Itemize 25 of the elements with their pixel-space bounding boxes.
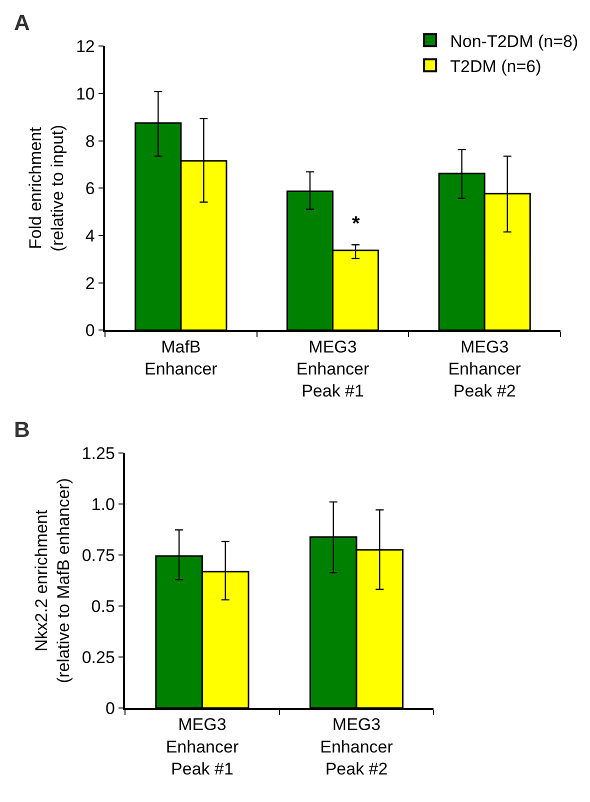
y-tick-label: 0.75 [82,546,115,566]
y-tick-label: 0.25 [82,648,115,668]
y-tick-label: 0 [85,321,95,340]
y-axis-title: Nkx2.2 enrichment (relative to MafB enhancer) [32,478,73,684]
annotation: * [352,213,360,235]
y-tick-label: 12 [76,37,95,56]
y-tick-label: 6 [85,179,95,198]
x-tick-label: MEG3 Enhancer Peak #1 [296,337,370,401]
x-tick-label: MEG3 Enhancer Peak #1 [166,715,239,778]
text: B [14,417,30,442]
y-tick-label: 0 [105,698,115,718]
legend-label: Non-T2DM (n=8) [450,32,578,51]
y-tick-label: 10 [76,84,95,104]
y-tick-label: 4 [85,226,95,246]
x-tick-label: MEG3 Enhancer Peak #2 [448,337,522,401]
y-tick-label: 8 [85,132,95,151]
text: A [14,10,30,35]
x-tick-label: MafB Enhancer [144,337,218,378]
y-tick-label: 1.0 [91,495,115,514]
y-tick-label: 0.5 [91,597,115,616]
y-tick-label: 2 [85,274,95,293]
legend-label: T2DM (n=6) [450,56,542,76]
y-axis-title: Fold enrichment (relative to input) [26,124,67,252]
x-tick-label: MEG3 Enhancer Peak #2 [320,715,394,778]
y-tick-label: 1.25 [82,444,115,464]
